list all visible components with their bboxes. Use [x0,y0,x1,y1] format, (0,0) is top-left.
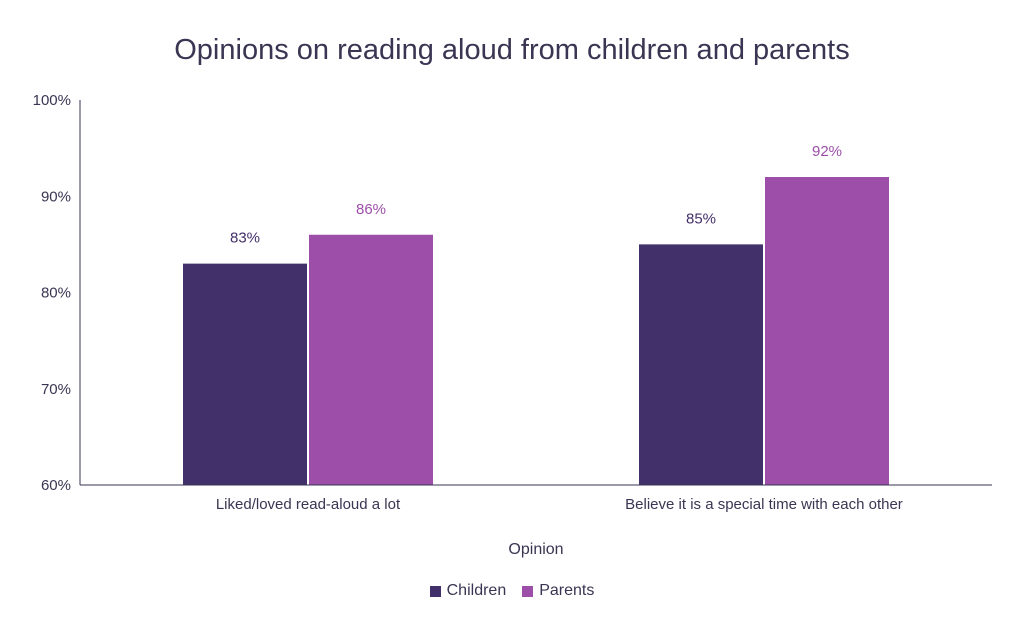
y-tick-label: 100% [33,92,71,109]
legend: Children Parents [0,582,1024,600]
legend-label-parents: Parents [539,582,595,599]
y-tick-label: 60% [41,477,71,494]
y-axis-ticks: 60% 70% 80% 90% 100% [33,92,71,494]
bar-data-labels: 83% 86% 85% 92% [230,143,842,247]
bar-children-0 [183,263,307,485]
legend-item-children: Children [429,582,507,600]
chart-title: Opinions on reading aloud from children … [174,34,850,66]
y-tick-label: 80% [41,285,71,302]
bar-parents-1 [765,177,889,485]
x-axis-label: Opinion [508,541,564,558]
bar-children-1 [639,244,763,485]
x-axis-ticks: Liked/loved read-aloud a lot Believe it i… [216,496,903,513]
x-tick-label: Liked/loved read-aloud a lot [216,496,401,513]
y-tick-label: 90% [41,188,71,205]
legend-label-children: Children [446,582,507,599]
x-tick-label: Believe it is a special time with each o… [625,496,903,513]
bars [183,177,889,485]
bar-data-label: 86% [356,201,386,218]
bar-data-label: 92% [812,143,842,160]
y-tick-label: 70% [41,381,71,398]
bar-data-label: 83% [230,230,260,247]
legend-swatch-parents [522,585,534,597]
legend-swatch-children [429,585,441,597]
bar-parents-0 [309,234,433,485]
bar-data-label: 85% [686,210,716,227]
legend-item-parents: Parents [522,582,594,600]
